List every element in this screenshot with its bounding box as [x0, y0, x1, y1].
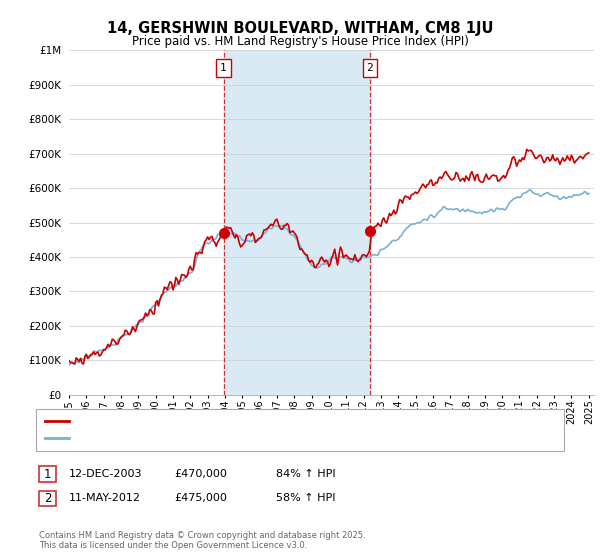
Text: 11-MAY-2012: 11-MAY-2012	[69, 493, 141, 503]
Text: 14, GERSHWIN BOULEVARD, WITHAM, CM8 1JU: 14, GERSHWIN BOULEVARD, WITHAM, CM8 1JU	[107, 21, 493, 36]
Text: £470,000: £470,000	[174, 469, 227, 479]
Text: 2: 2	[44, 492, 51, 505]
Text: 12-DEC-2003: 12-DEC-2003	[69, 469, 143, 479]
Text: Price paid vs. HM Land Registry's House Price Index (HPI): Price paid vs. HM Land Registry's House …	[131, 35, 469, 48]
Text: 58% ↑ HPI: 58% ↑ HPI	[276, 493, 335, 503]
Text: 1: 1	[220, 63, 227, 73]
Text: Contains HM Land Registry data © Crown copyright and database right 2025.
This d: Contains HM Land Registry data © Crown c…	[39, 531, 365, 550]
Text: 2: 2	[367, 63, 373, 73]
Text: HPI: Average price, detached house, Braintree: HPI: Average price, detached house, Brai…	[75, 433, 316, 443]
Bar	[224, 50, 370, 395]
Text: 84% ↑ HPI: 84% ↑ HPI	[276, 469, 335, 479]
Text: £475,000: £475,000	[174, 493, 227, 503]
Text: 1: 1	[44, 468, 51, 481]
Text: 14, GERSHWIN BOULEVARD, WITHAM, CM8 1JU (detached house): 14, GERSHWIN BOULEVARD, WITHAM, CM8 1JU …	[75, 417, 413, 426]
